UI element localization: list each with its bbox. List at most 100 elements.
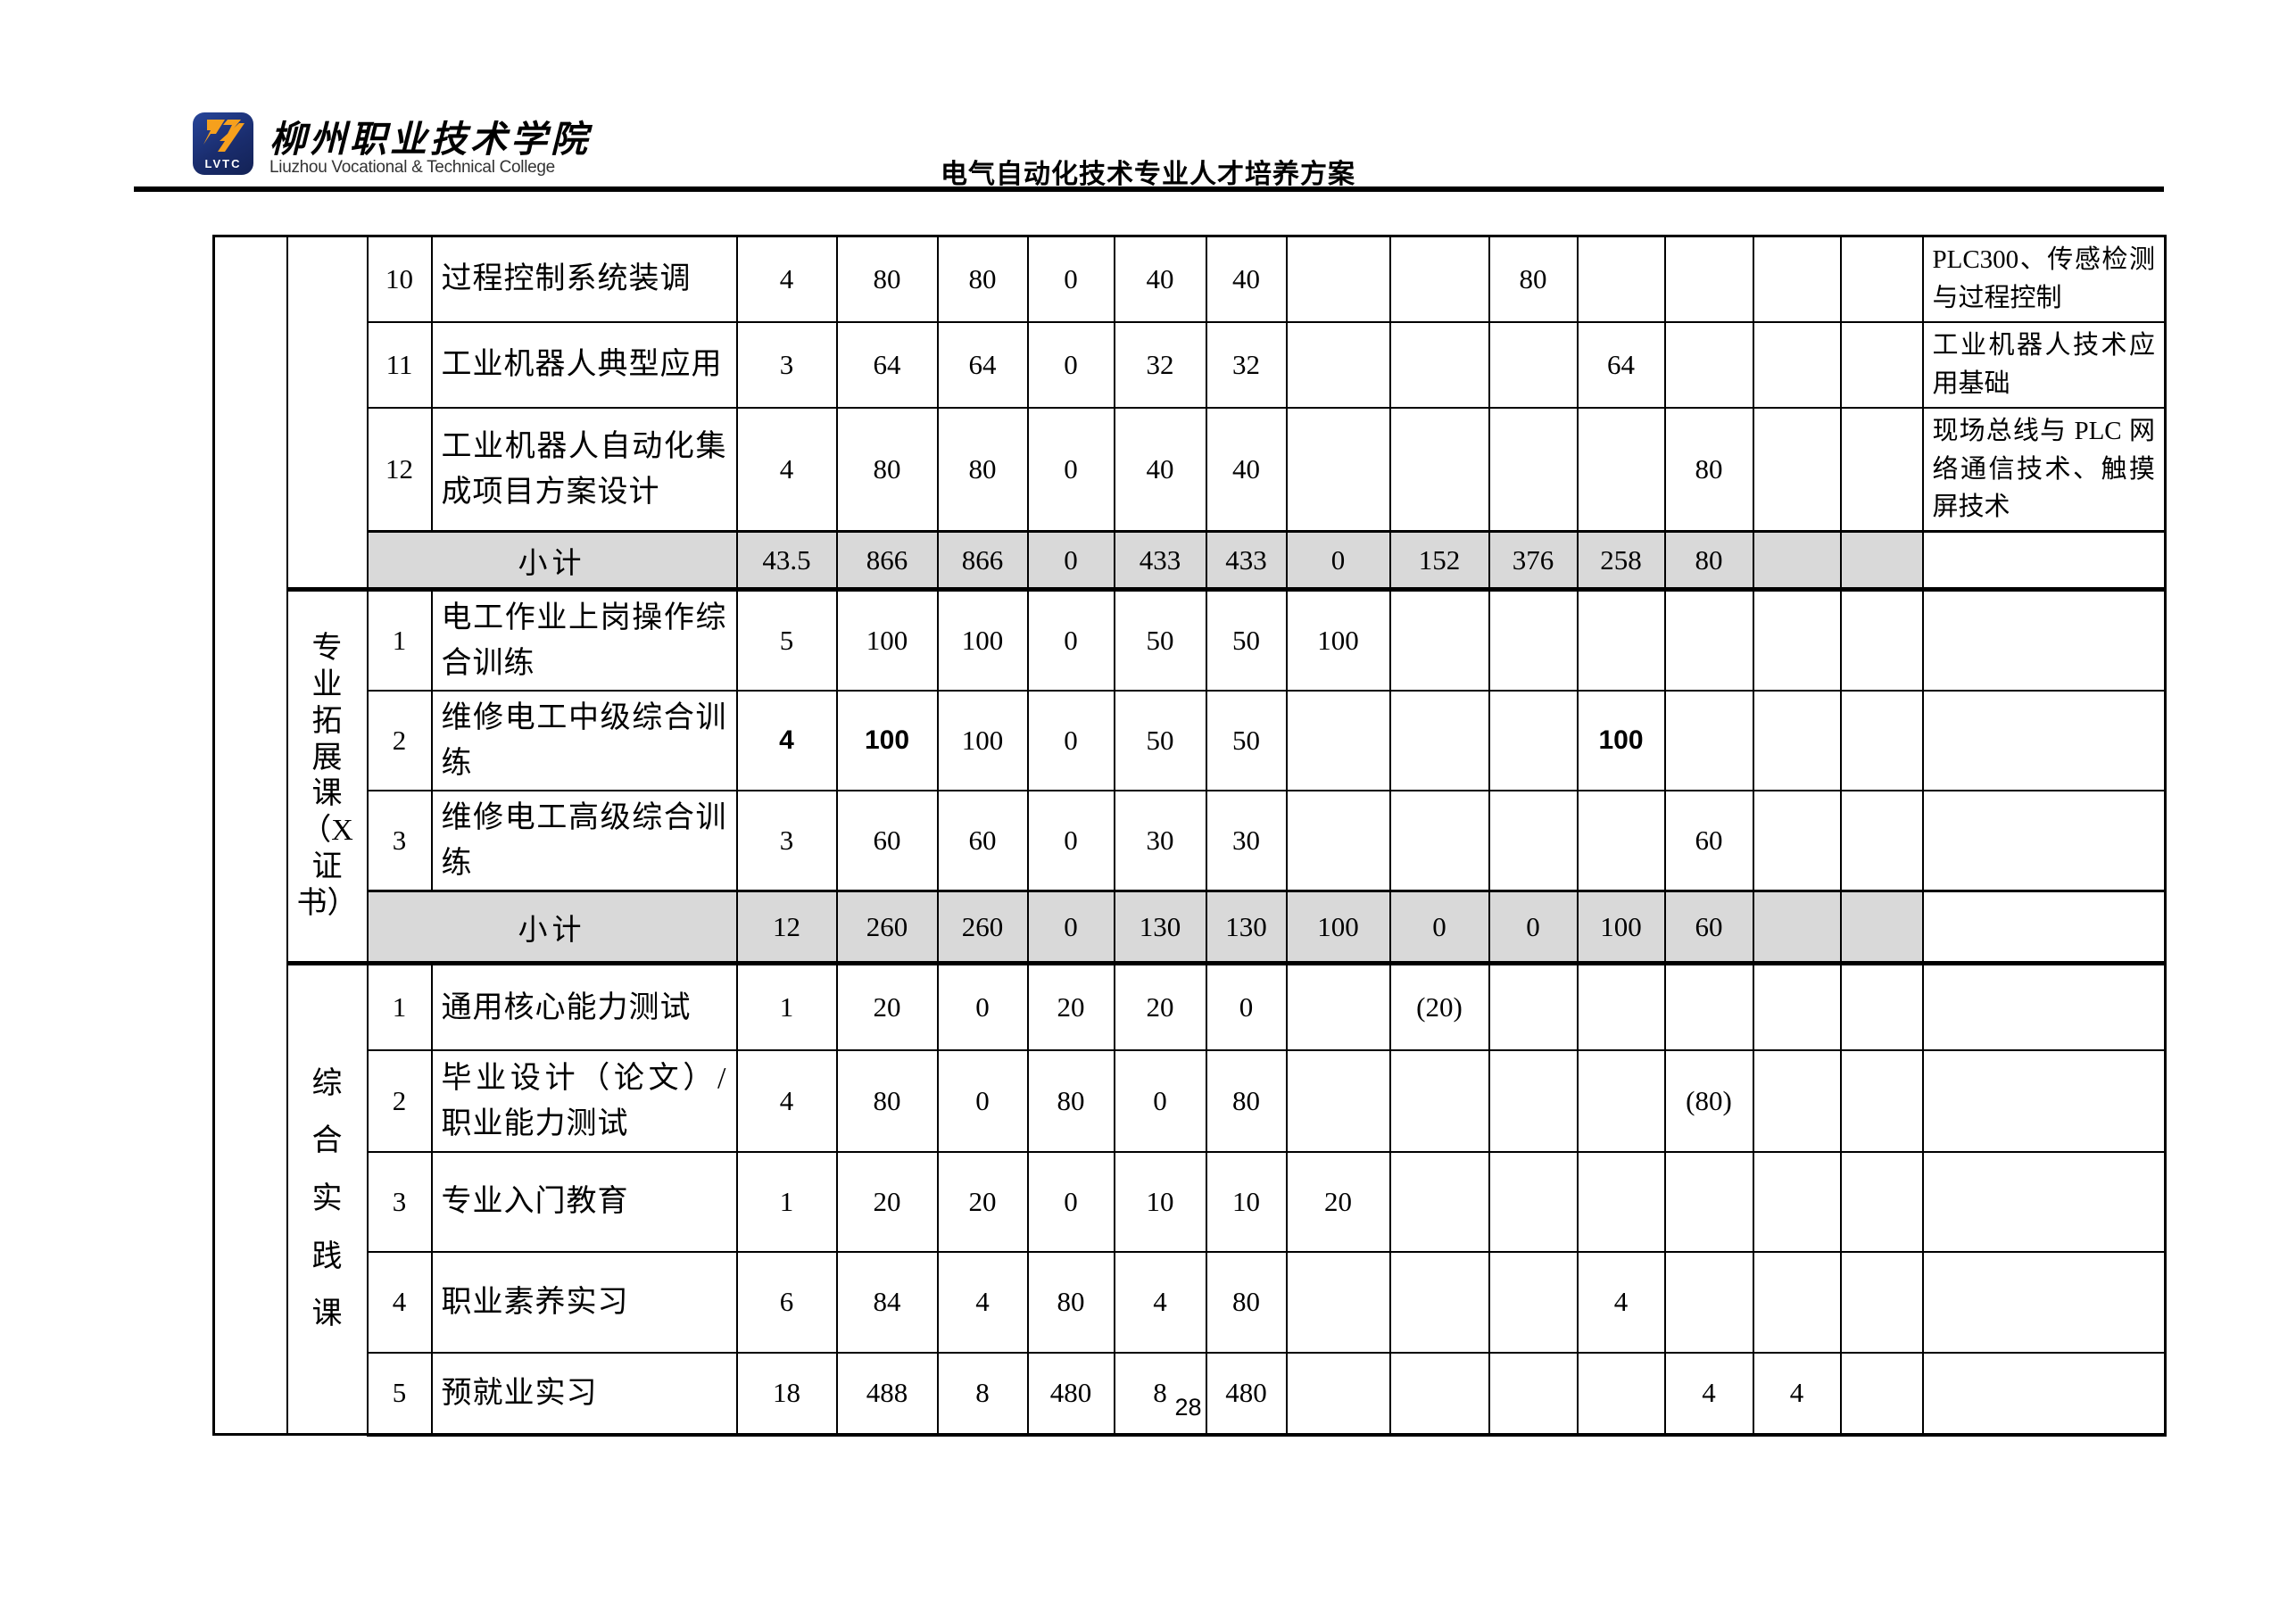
course-value-cell — [1576, 961, 1666, 1051]
course-value-cell — [1388, 406, 1490, 533]
subtotal-value-cell: 152 — [1388, 530, 1490, 591]
course-value-cell: (20) — [1388, 961, 1490, 1051]
subtotal-value-cell: 43.5 — [735, 530, 838, 591]
course-remark-cell — [1921, 1351, 2167, 1437]
course-value-cell — [1576, 790, 1666, 892]
course-value-cell: 4 — [1663, 1351, 1754, 1437]
course-number-cell: 1 — [366, 587, 433, 692]
course-value-cell — [1285, 961, 1391, 1051]
course-number-cell: 2 — [366, 1048, 433, 1153]
course-value-cell: 80 — [835, 406, 939, 533]
course-value-cell: 4 — [735, 235, 838, 323]
course-number-cell: 2 — [366, 690, 433, 792]
course-value-cell — [1752, 587, 1842, 692]
course-value-cell — [1285, 790, 1391, 892]
course-value-cell — [1839, 690, 1924, 792]
course-value-cell — [1576, 1351, 1666, 1437]
course-name-cell: 毕业设计（论文）/职业能力测试 — [430, 1048, 738, 1153]
header-divider — [134, 186, 2164, 192]
course-number-cell: 5 — [366, 1351, 433, 1437]
course-value-cell — [1663, 690, 1754, 792]
subtotal-label-cell: 小计 — [366, 530, 738, 591]
course-name-cell: 职业素养实习 — [430, 1250, 738, 1354]
course-value-cell: 0 — [1026, 1150, 1115, 1253]
course-value-cell: 60 — [936, 790, 1029, 892]
course-value-cell: 0 — [1026, 690, 1115, 792]
subtotal-value-cell: 130 — [1205, 890, 1288, 965]
course-value-cell — [1285, 320, 1391, 409]
course-value-cell: 0 — [1026, 320, 1115, 409]
course-value-cell: 80 — [835, 235, 939, 323]
subtotal-remark-cell — [1921, 530, 2167, 591]
course-value-cell — [1839, 1351, 1924, 1437]
course-value-cell: 0 — [1026, 406, 1115, 533]
subtotal-value-cell: 0 — [1026, 890, 1115, 965]
course-value-cell — [1663, 1250, 1754, 1354]
course-value-cell — [1839, 587, 1924, 692]
course-value-cell — [1388, 587, 1490, 692]
course-value-cell: 4 — [1752, 1351, 1842, 1437]
course-value-cell: 4 — [735, 406, 838, 533]
subtotal-value-cell — [1752, 530, 1842, 591]
course-category-cell: 专 业 拓 展 课 （X 证 书） — [286, 587, 369, 965]
course-value-cell: 40 — [1113, 235, 1207, 323]
curriculum-table: 10 过程控制系统装调 4 80 80 0 40 40 80 PLC300、传感检测与过程控制 11… — [212, 235, 2167, 1437]
course-value-cell — [1839, 790, 1924, 892]
course-value-cell: 6 — [735, 1250, 838, 1354]
course-value-cell: 20 — [936, 1150, 1029, 1253]
course-value-cell — [1752, 690, 1842, 792]
course-value-cell — [1663, 320, 1754, 409]
course-value-cell: 60 — [835, 790, 939, 892]
course-value-cell — [1285, 1250, 1391, 1354]
course-name-cell: 电工作业上岗操作综合训练 — [430, 587, 738, 692]
subtotal-value-cell: 376 — [1488, 530, 1579, 591]
course-value-cell — [1388, 320, 1490, 409]
course-value-cell: 50 — [1113, 690, 1207, 792]
course-value-cell — [1285, 690, 1391, 792]
course-number-cell: 12 — [366, 406, 433, 533]
course-name-cell: 维修电工高级综合训练 — [430, 790, 738, 892]
course-value-cell — [1388, 1150, 1490, 1253]
subtotal-value-cell: 0 — [1026, 530, 1115, 591]
course-value-cell: 32 — [1205, 320, 1288, 409]
course-name-cell: 通用核心能力测试 — [430, 961, 738, 1051]
course-remark-cell — [1921, 1250, 2167, 1354]
course-value-cell — [1488, 1048, 1579, 1153]
course-value-cell: 0 — [1026, 235, 1115, 323]
course-value-cell: 0 — [1113, 1048, 1207, 1153]
course-value-cell: 80 — [1205, 1048, 1288, 1153]
course-value-cell: 100 — [1576, 690, 1666, 792]
course-value-cell: 100 — [835, 587, 939, 692]
course-value-cell: 20 — [1026, 961, 1115, 1051]
course-remark-cell — [1921, 790, 2167, 892]
course-value-cell — [1663, 587, 1754, 692]
logo-abbr-text: LVTC — [204, 157, 242, 170]
course-value-cell: 32 — [1113, 320, 1207, 409]
subtotal-value-cell — [1839, 530, 1924, 591]
course-value-cell: 0 — [936, 1048, 1029, 1153]
course-value-cell: 40 — [1205, 406, 1288, 533]
page-number: 28 — [1174, 1394, 1202, 1421]
course-value-cell: 50 — [1113, 587, 1207, 692]
course-category-cell — [286, 235, 369, 591]
course-value-cell — [1576, 587, 1666, 692]
course-value-cell — [1388, 1048, 1490, 1153]
subtotal-value-cell: 866 — [936, 530, 1029, 591]
course-number-cell: 1 — [366, 961, 433, 1051]
course-remark-cell: 现场总线与 PLC 网络通信技术、触摸屏技术 — [1921, 406, 2167, 533]
course-value-cell — [1285, 1048, 1391, 1153]
course-value-cell: 18 — [735, 1351, 838, 1437]
course-value-cell: 0 — [1026, 587, 1115, 692]
course-value-cell: 20 — [1113, 961, 1207, 1051]
course-value-cell: 480 — [1026, 1351, 1115, 1437]
course-value-cell — [1488, 1250, 1579, 1354]
course-value-cell — [1285, 406, 1391, 533]
subtotal-value-cell: 0 — [1285, 530, 1391, 591]
course-value-cell: 5 — [735, 587, 838, 692]
subtotal-value-cell: 258 — [1576, 530, 1666, 591]
subtotal-value-cell: 0 — [1488, 890, 1579, 965]
subtotal-value-cell: 12 — [735, 890, 838, 965]
course-value-cell: 80 — [936, 406, 1029, 533]
course-value-cell: 50 — [1205, 587, 1288, 692]
course-value-cell — [1752, 790, 1842, 892]
